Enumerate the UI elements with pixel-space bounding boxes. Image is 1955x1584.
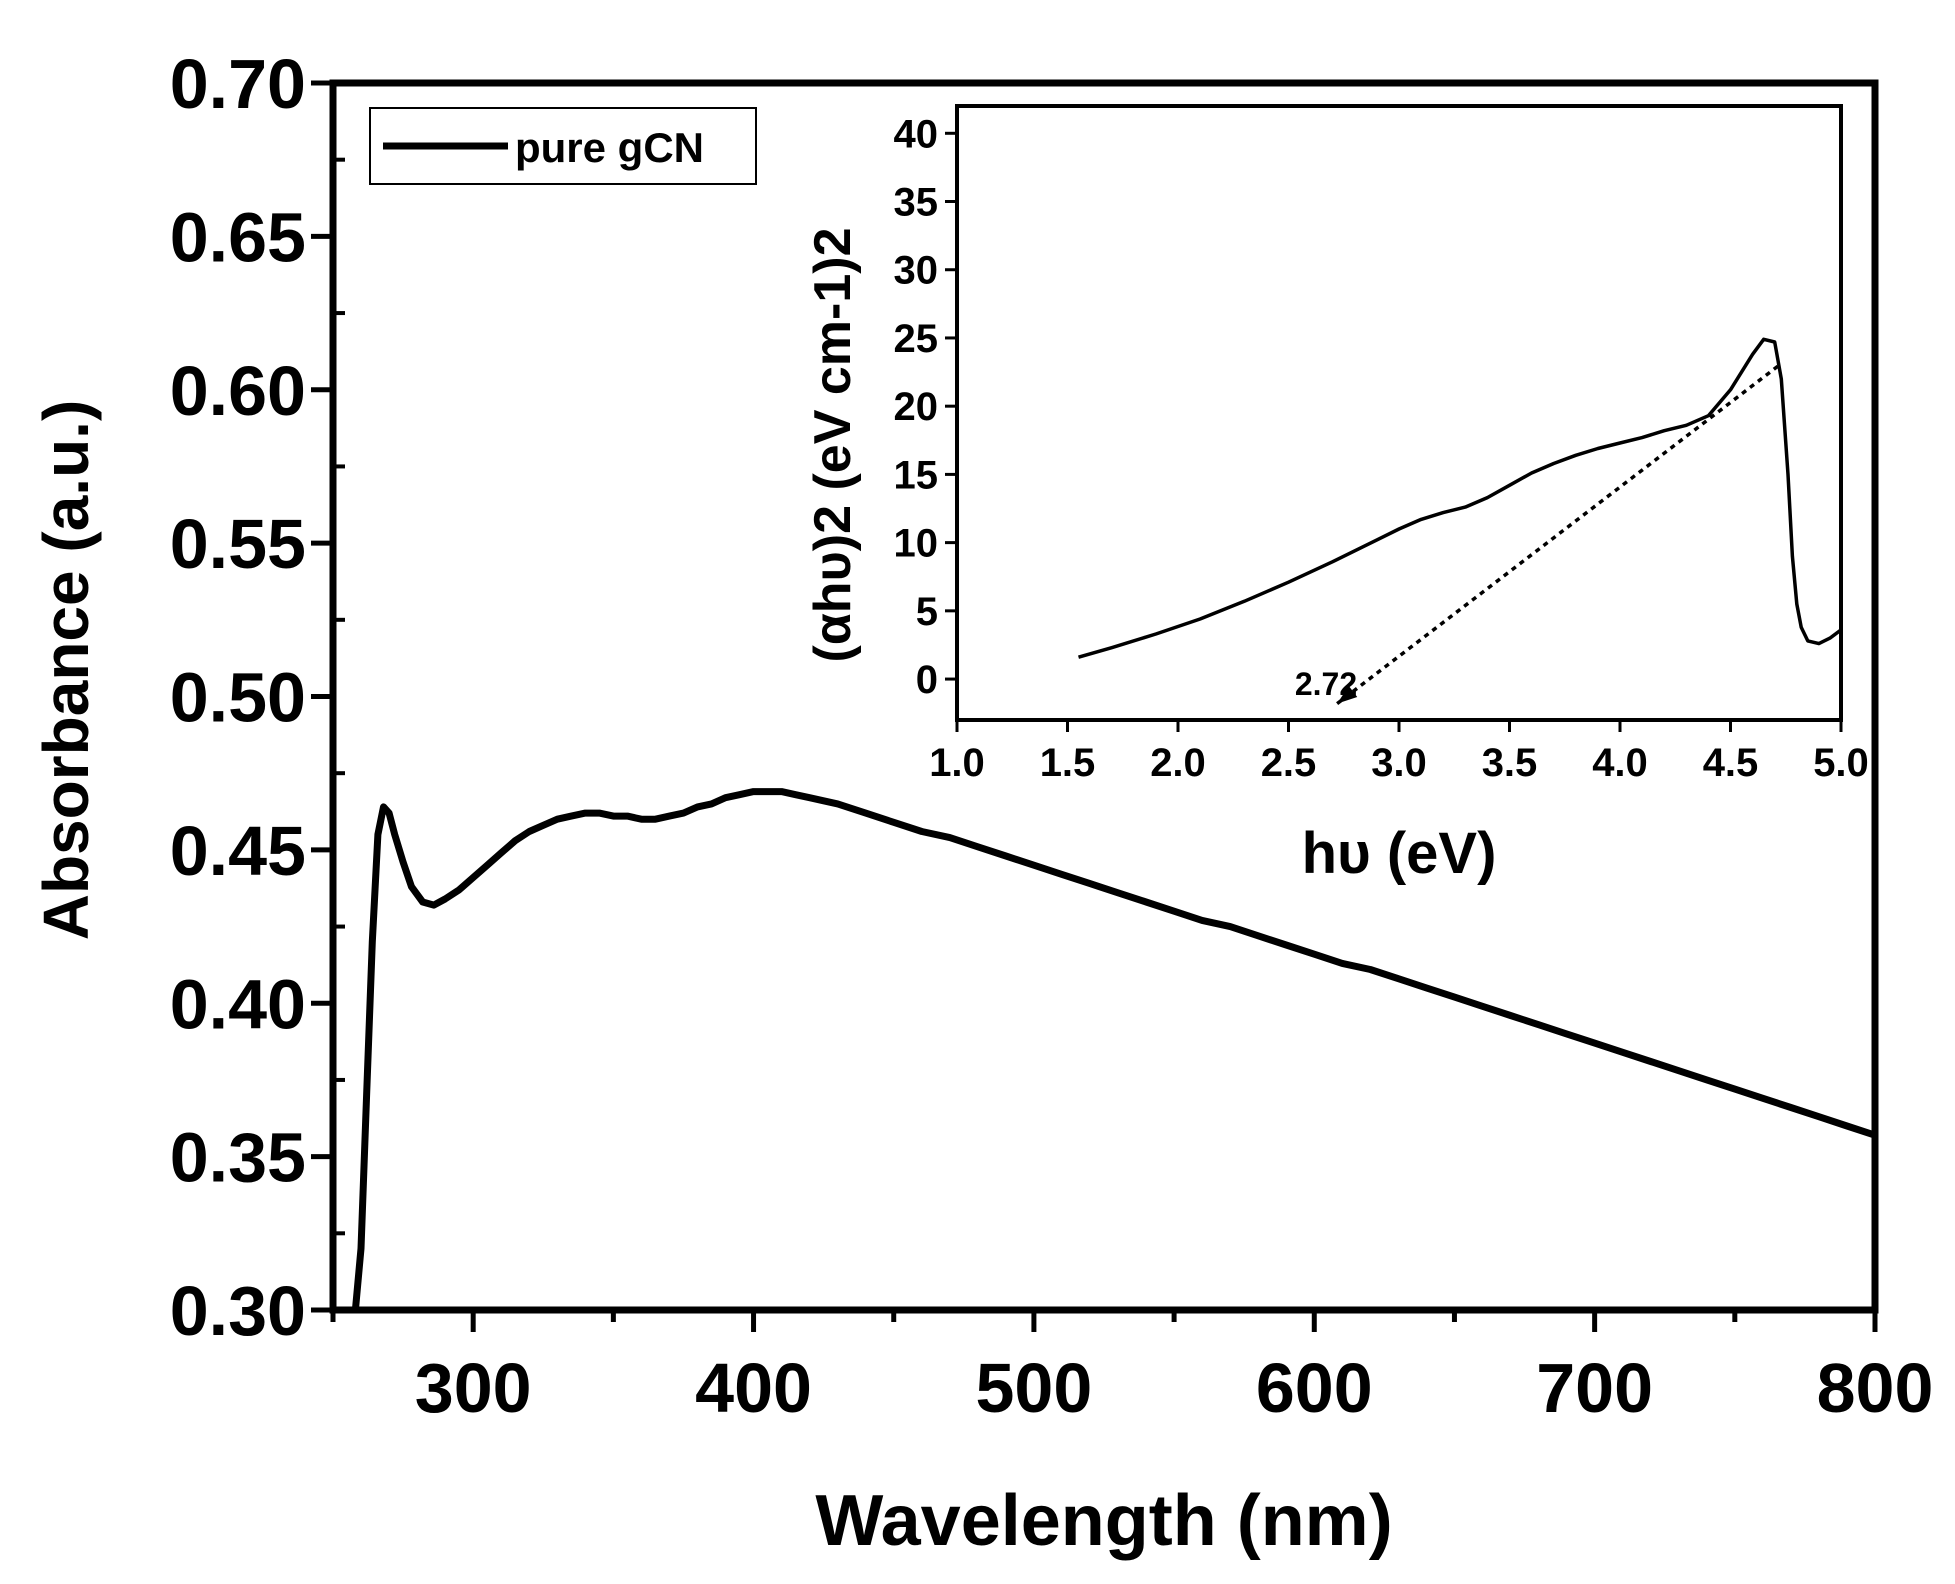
inset-bandgap-annotation: 2.72: [1295, 666, 1357, 702]
main-y-tick-label: 0.35: [170, 1119, 306, 1197]
inset-x-tick-label: 1.0: [929, 741, 985, 785]
inset-plot-frame: [957, 106, 1841, 720]
inset-y-tick-label: 30: [894, 249, 939, 293]
inset-x-tick-label: 4.5: [1703, 741, 1759, 785]
legend: pure gCN: [370, 108, 756, 184]
inset-y-tick-label: 25: [894, 317, 939, 361]
main-y-tick-label: 0.50: [170, 659, 306, 737]
inset-x-tick-label: 1.5: [1040, 741, 1096, 785]
inset-x-tick-label: 2.0: [1150, 741, 1206, 785]
inset-x-tick-label: 3.5: [1482, 741, 1538, 785]
main-y-tick-label: 0.45: [170, 812, 306, 890]
inset-y-tick-label: 5: [916, 590, 938, 634]
inset-y-tick-label: 0: [916, 658, 938, 702]
inset-x-tick-label: 3.0: [1371, 741, 1427, 785]
main-y-tick-label: 0.60: [170, 352, 306, 430]
main-x-tick-label: 300: [415, 1349, 532, 1427]
inset-y-tick-label: 15: [894, 453, 939, 497]
inset-x-tick-labels: 1.0 1.5 2.0 2.5 3.0 3.5 4.0 4.5 5.0: [929, 741, 1869, 785]
inset-x-tick-label: 2.5: [1261, 741, 1317, 785]
main-x-tick-labels: 300 400 500 600 700 800: [415, 1349, 1934, 1427]
inset-y-tick-label: 40: [894, 112, 939, 156]
inset-x-tick-label: 5.0: [1813, 741, 1869, 785]
main-y-axis-title: Absorbance (a.u.): [30, 400, 102, 941]
main-series-line-pure-gcn: [355, 792, 1875, 1310]
inset-x-tick-label: 4.0: [1592, 741, 1648, 785]
main-y-tick-label: 0.30: [170, 1272, 306, 1350]
main-y-tick-labels: 0.30 0.35 0.40 0.45 0.50 0.55 0.60 0.65 0.70: [170, 45, 306, 1350]
inset-y-tick-label: 35: [894, 181, 939, 225]
main-y-tick-label: 0.40: [170, 965, 306, 1043]
main-y-tick-label: 0.70: [170, 45, 306, 123]
inset-y-axis-title: (αhυ)2 (eV cm-1)2: [804, 228, 862, 663]
inset-chart: 1.0 1.5 2.0 2.5 3.0 3.5 4.0 4.5 5.0 0 5 10 15 20 25 30…: [804, 106, 1869, 886]
inset-y-tick-labels: 0 5 10 15 20 25 30 35 40: [894, 112, 939, 702]
main-y-tick-label: 0.65: [170, 198, 306, 276]
main-x-tick-label: 500: [976, 1349, 1093, 1427]
main-y-tick-label: 0.55: [170, 505, 306, 583]
main-x-tick-label: 600: [1256, 1349, 1373, 1427]
main-x-tick-label: 800: [1817, 1349, 1934, 1427]
inset-y-tick-label: 10: [894, 522, 939, 566]
main-x-tick-label: 700: [1536, 1349, 1653, 1427]
inset-x-axis-title: hυ (eV): [1302, 821, 1497, 886]
inset-y-tick-label: 20: [894, 385, 939, 429]
main-x-axis-title: Wavelength (nm): [815, 1481, 1392, 1561]
main-x-tick-label: 400: [695, 1349, 812, 1427]
absorbance-chart: 300 400 500 600 700 800 0.300.350.400.450.500…: [0, 0, 1955, 1584]
legend-label-pure-gcn: pure gCN: [515, 124, 704, 171]
